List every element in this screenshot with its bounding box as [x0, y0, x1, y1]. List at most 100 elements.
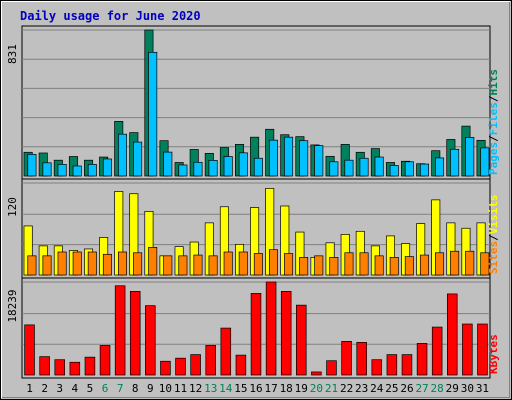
x-tick-label-day-6: 6 [102, 382, 109, 395]
x-tick-label-day-29: 29 [446, 382, 459, 395]
bar-sites-day-26 [404, 256, 414, 276]
legend-sites: Sites [487, 241, 500, 274]
bar-files-day-20 [314, 145, 324, 177]
bar-kbytes-day-19 [296, 304, 307, 376]
bar-files-day-25 [389, 165, 399, 177]
x-tick-label-day-3: 3 [56, 382, 63, 395]
bar-files-day-22 [344, 159, 354, 177]
bar-files-day-26 [404, 161, 414, 177]
bar-kbytes-day-2 [39, 356, 50, 376]
bar-sites-day-16 [253, 253, 263, 276]
legend-separator: / [487, 95, 500, 102]
bar-sites-day-27 [419, 254, 429, 276]
bar-sites-day-18 [284, 253, 294, 276]
x-tick-label-day-18: 18 [280, 382, 293, 395]
x-tick-label-day-14: 14 [219, 382, 233, 395]
bar-kbytes-day-8 [129, 291, 141, 376]
bar-sites-day-3 [57, 251, 67, 276]
bar-files-day-21 [329, 161, 339, 177]
panel-visits-sites: 120 Sites/Visits [6, 178, 500, 279]
bar-kbytes-day-31 [477, 323, 488, 376]
bar-sites-day-28 [435, 252, 445, 276]
bar-files-day-24 [374, 156, 384, 177]
legend-separator: / [487, 234, 500, 241]
bar-files-day-5 [87, 164, 97, 177]
bar-sites-day-5 [87, 251, 97, 276]
x-tick-label-day-8: 8 [132, 382, 139, 395]
bar-kbytes-day-22 [341, 340, 352, 376]
bar-files-day-1 [27, 154, 37, 177]
bar-files-day-7 [118, 133, 128, 177]
bar-files-day-18 [284, 136, 294, 177]
bar-files-day-15 [238, 152, 248, 177]
x-tick-label-day-23: 23 [355, 382, 368, 395]
bar-sites-day-15 [238, 251, 248, 276]
bar-sites-day-30 [465, 250, 475, 276]
bar-kbytes-day-5 [84, 356, 96, 376]
bar-kbytes-day-14 [220, 327, 232, 376]
bar-kbytes-day-1 [24, 324, 35, 376]
bar-sites-day-25 [389, 257, 399, 276]
x-tick-label-day-31: 31 [476, 382, 489, 395]
bar-sites-day-21 [329, 257, 339, 276]
bar-files-day-11 [178, 164, 188, 177]
bar-kbytes-day-11 [175, 357, 186, 376]
bar-sites-day-12 [193, 254, 203, 276]
bar-kbytes-day-26 [401, 354, 413, 376]
bar-sites-day-2 [42, 255, 52, 276]
x-tick-label-day-15: 15 [234, 382, 247, 395]
bar-sites-day-7 [118, 251, 128, 276]
x-tick-label-day-20: 20 [310, 382, 323, 395]
bar-files-day-16 [253, 157, 263, 177]
bar-kbytes-day-27 [416, 343, 428, 376]
bar-sites-day-6 [102, 253, 112, 276]
chart-title: Daily usage for June 2020 [20, 9, 201, 23]
bar-kbytes-day-3 [54, 359, 65, 376]
bar-files-day-29 [450, 148, 460, 177]
bar-files-day-8 [133, 141, 143, 177]
legend-kbytes: KBytes [487, 334, 500, 374]
legend-hits: Hits [487, 69, 500, 96]
x-tick-label-day-30: 30 [461, 382, 474, 395]
x-tick-label-day-24: 24 [370, 382, 384, 395]
bar-sites-day-23 [359, 252, 369, 276]
x-tick-label-day-2: 2 [41, 382, 48, 395]
bar-files-day-9 [148, 51, 158, 177]
bar-kbytes-day-21 [326, 360, 337, 376]
x-tick-label-day-26: 26 [400, 382, 413, 395]
bar-sites-day-19 [299, 257, 309, 276]
bar-kbytes-day-10 [160, 360, 171, 376]
bar-sites-day-4 [72, 251, 82, 276]
bar-files-day-4 [72, 165, 82, 177]
x-tick-label-day-19: 19 [295, 382, 308, 395]
bar-sites-day-1 [27, 255, 37, 276]
bar-files-day-14 [223, 156, 233, 177]
bar-files-day-3 [57, 164, 67, 177]
bar-files-day-13 [208, 160, 218, 177]
panel-kbytes: 18239 KBytes [6, 277, 500, 379]
x-tick-label-day-13: 13 [204, 382, 217, 395]
x-tick-label-day-12: 12 [189, 382, 202, 395]
y-max-label: 831 [6, 44, 19, 64]
bar-files-day-31 [480, 147, 490, 177]
bar-kbytes-day-20 [311, 371, 322, 376]
bar-kbytes-day-9 [145, 305, 156, 376]
bar-files-day-17 [268, 139, 278, 177]
bar-kbytes-day-7 [114, 285, 126, 376]
bar-files-day-27 [419, 163, 429, 177]
bar-sites-day-14 [223, 251, 233, 276]
x-tick-label-day-22: 22 [340, 382, 353, 395]
bar-sites-day-17 [268, 249, 278, 276]
bar-kbytes-day-28 [431, 326, 443, 376]
bar-kbytes-day-12 [190, 354, 201, 376]
bar-kbytes-day-17 [265, 281, 277, 376]
bar-kbytes-day-16 [250, 293, 262, 376]
bar-kbytes-day-18 [280, 291, 292, 376]
x-tick-label-day-11: 11 [174, 382, 187, 395]
bar-files-day-19 [299, 140, 309, 177]
bar-files-day-12 [193, 161, 203, 177]
legend-separator: / [487, 135, 500, 142]
x-tick-label-day-4: 4 [72, 382, 79, 395]
bar-sites-day-9 [148, 247, 158, 276]
